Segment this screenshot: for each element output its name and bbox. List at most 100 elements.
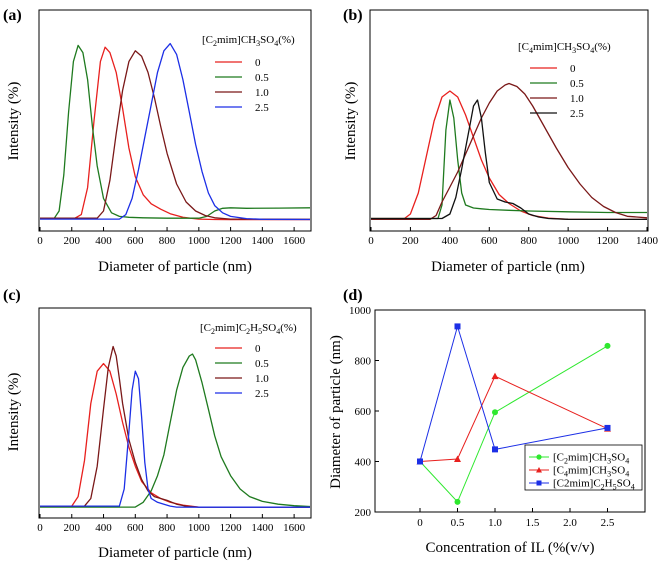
legend-title-part: mim]CH — [217, 34, 256, 46]
y-axis-label: Intensity (%) — [343, 82, 359, 161]
legend-label-part: 5 — [613, 483, 617, 492]
x-tick-label: 600 — [127, 235, 144, 247]
x-tick-label: 0 — [368, 235, 374, 247]
legend-label: 0 — [570, 63, 576, 75]
x-tick-label: 1400 — [251, 235, 274, 247]
legend-title-part: [C — [202, 34, 213, 46]
legend-title-part: [C — [200, 322, 211, 334]
x-tick-label: 1400 — [636, 235, 659, 247]
y-axis-label: Intensity (%) — [6, 82, 22, 161]
panel-label: (d) — [343, 287, 363, 304]
legend-label: 0.5 — [570, 78, 584, 90]
x-tick-label: 800 — [520, 235, 537, 247]
x-tick-label: 0 — [37, 235, 43, 247]
x-tick-label: 1000 — [557, 235, 580, 247]
legend-title-part: 3 — [256, 39, 260, 48]
series-line-0 — [419, 345, 608, 503]
legend-label-part: 4 — [564, 470, 568, 479]
legend-label: 1.0 — [255, 87, 269, 99]
data-point — [491, 372, 499, 380]
legend-label: [C4mim]CH3SO4 — [553, 465, 629, 479]
legend-label-part: mim]CH — [568, 452, 607, 464]
x-tick-label: 1600 — [283, 522, 306, 534]
legend-label: [C2mim]C2H5SO4 — [553, 478, 635, 492]
data-point — [454, 455, 461, 462]
legend-label-part: 3 — [607, 470, 611, 479]
x-tick-label: 200 — [402, 235, 419, 247]
series-line-2 — [419, 324, 608, 462]
x-tick-label: 200 — [64, 235, 81, 247]
x-tick-label: 1200 — [597, 235, 620, 247]
x-tick-label: 1600 — [283, 235, 306, 247]
data-point — [417, 458, 423, 465]
legend-label-part: H — [605, 478, 613, 490]
legend-title: [C4mim]CH3SO4(%) — [518, 41, 611, 55]
series-line-1 — [419, 375, 608, 462]
legend-label-part: mim]CH — [568, 465, 607, 477]
legend-label-part: 4 — [631, 483, 635, 492]
data-point — [604, 342, 611, 349]
legend-title-part: SO — [576, 41, 590, 53]
y-axis-label: Intensity (%) — [6, 373, 22, 452]
y-axis-label: Diameter of particle (nm) — [328, 335, 344, 489]
panel-label: (a) — [3, 7, 22, 24]
legend-title-part: 2 — [211, 327, 215, 336]
x-tick-label: 1200 — [220, 235, 243, 247]
data-point — [454, 323, 461, 330]
x-tick-label: 0 — [417, 517, 423, 529]
series-line-0 — [371, 90, 648, 221]
legend-label-part: [C — [553, 465, 564, 477]
legend-title-part: 3 — [572, 46, 576, 55]
legend-label: 2.5 — [255, 102, 269, 114]
chart-panel-3: (c) Intensity (%) Diameter of particle (nm… — [3, 287, 312, 561]
legend-label: 1.0 — [255, 373, 269, 385]
legend-label: 1.0 — [570, 93, 584, 105]
legend-label-part: SO — [611, 465, 625, 477]
chart-panel-1: (a) Intensity (%) Diameter of particle (nm… — [3, 7, 312, 275]
data-point — [454, 498, 461, 505]
data-point — [604, 424, 611, 431]
x-tick-label: 200 — [64, 522, 81, 534]
series-line-1.0 — [371, 82, 648, 220]
legend-title-part: [C — [518, 41, 529, 53]
y-tick-label: 800 — [355, 356, 372, 368]
legend-title: [C2mim]CH3SO4(%) — [202, 34, 295, 48]
x-tick-label: 1200 — [220, 522, 243, 534]
legend-marker — [536, 454, 542, 460]
x-tick-label: 800 — [159, 522, 176, 534]
data-point — [492, 409, 498, 416]
y-tick-label: 400 — [355, 457, 372, 469]
plot-frame — [38, 307, 312, 519]
legend-title-part: (%) — [594, 41, 611, 53]
series-line-0.5 — [371, 99, 647, 220]
x-axis-label: Diameter of particle (nm) — [98, 545, 252, 561]
series-line-0 — [40, 46, 310, 221]
legend-marker — [536, 480, 542, 486]
x-tick-label: 0 — [37, 522, 43, 534]
legend-title-part: 2 — [213, 39, 217, 48]
legend-label: 2.5 — [255, 388, 269, 400]
legend-label-part: 4 — [625, 470, 629, 479]
x-tick-label: 1000 — [188, 235, 211, 247]
series-line-2.5 — [40, 42, 311, 221]
x-tick-label: 600 — [481, 235, 498, 247]
series-line-1.0 — [40, 50, 311, 220]
legend-label: [C2mim]CH3SO4 — [553, 452, 629, 466]
plot-frame — [369, 9, 649, 232]
legend-label: 2.5 — [570, 108, 584, 120]
legend-title-part: 4 — [529, 46, 533, 55]
legend-title-part: (%) — [280, 322, 297, 334]
legend-title-part: H — [250, 322, 258, 334]
legend-label-part: 2 — [601, 483, 605, 492]
legend-title-part: 4 — [274, 39, 278, 48]
legend-label-part: 2 — [564, 457, 568, 466]
x-tick-label: 1.5 — [526, 517, 540, 529]
legend-label: 0.5 — [255, 358, 269, 370]
legend-label-part: 3 — [607, 457, 611, 466]
x-tick-label: 1400 — [251, 522, 274, 534]
x-tick-label: 2.5 — [601, 517, 615, 529]
y-tick-label: 200 — [355, 507, 372, 519]
legend-title-part: 2 — [246, 327, 250, 336]
legend-title-part: SO — [260, 34, 274, 46]
